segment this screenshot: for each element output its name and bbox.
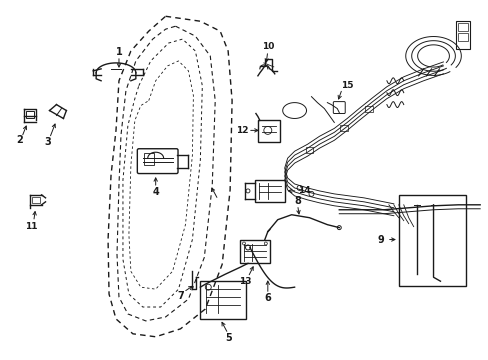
Text: 11: 11 <box>25 222 38 231</box>
Text: 8: 8 <box>294 196 301 206</box>
Text: 5: 5 <box>224 333 231 343</box>
Text: 7: 7 <box>177 291 183 301</box>
Text: 6: 6 <box>264 293 271 303</box>
Bar <box>457 33 468 41</box>
Bar <box>254 180 284 202</box>
Text: 1: 1 <box>115 47 122 57</box>
Text: 3: 3 <box>44 137 51 147</box>
Text: 10: 10 <box>261 41 273 50</box>
Text: 14: 14 <box>298 186 310 195</box>
Bar <box>143 153 153 165</box>
Text: 13: 13 <box>238 277 251 286</box>
Bar <box>240 239 269 264</box>
Bar <box>305 147 313 153</box>
Text: 9: 9 <box>377 234 384 244</box>
Bar <box>365 105 372 112</box>
Bar <box>398 195 466 286</box>
Bar <box>257 121 279 142</box>
Bar <box>26 111 34 118</box>
Text: 15: 15 <box>340 81 353 90</box>
Bar <box>200 281 245 319</box>
Bar <box>457 23 468 31</box>
Text: 2: 2 <box>16 135 23 145</box>
Bar <box>32 197 40 203</box>
Bar <box>340 125 347 131</box>
Text: 4: 4 <box>152 187 159 197</box>
Bar <box>455 21 469 49</box>
Text: 12: 12 <box>235 126 248 135</box>
